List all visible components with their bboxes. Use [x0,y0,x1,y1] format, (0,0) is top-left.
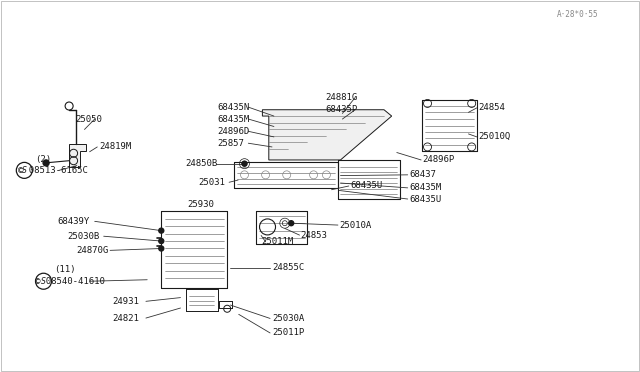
Text: (11): (11) [54,265,76,274]
Circle shape [289,221,294,226]
Text: A·28*0·55: A·28*0·55 [557,10,598,19]
Text: 25857: 25857 [218,139,244,148]
Circle shape [159,238,164,244]
Text: 25011M: 25011M [261,237,293,246]
Text: S: S [22,166,27,175]
Text: 24855C: 24855C [272,263,304,272]
Text: © 08513-6165C: © 08513-6165C [18,166,88,175]
Text: 24896D: 24896D [218,127,250,136]
Text: 68435U: 68435U [410,195,442,203]
Text: 25030A: 25030A [272,314,304,323]
Text: 68437: 68437 [410,170,436,179]
Text: 25930: 25930 [188,200,214,209]
Text: 24931: 24931 [112,297,139,306]
Text: 24854: 24854 [479,103,506,112]
Polygon shape [262,110,392,160]
Text: 24896P: 24896P [422,155,454,164]
Text: 24850B: 24850B [186,159,218,168]
Text: 25030B: 25030B [67,232,99,241]
Polygon shape [69,144,86,167]
Text: 68435N: 68435N [218,103,250,112]
Text: 24881G: 24881G [325,93,357,102]
Circle shape [159,228,164,233]
Text: 25011P: 25011P [272,328,304,337]
Text: 25010Q: 25010Q [479,132,511,141]
Text: (2): (2) [35,155,51,164]
Circle shape [43,160,49,166]
Text: 68439Y: 68439Y [58,217,90,226]
Circle shape [242,161,247,166]
Text: 68435U: 68435U [351,182,383,190]
Text: 25050: 25050 [76,115,102,124]
Text: 68435M: 68435M [218,115,250,124]
Text: 24870G: 24870G [77,246,109,255]
Text: 24853: 24853 [301,231,328,240]
Text: 68435P: 68435P [325,105,357,114]
Text: 24821: 24821 [112,314,139,323]
Text: 25010A: 25010A [339,221,371,230]
Text: 68435M: 68435M [410,183,442,192]
Text: © 08540-41610: © 08540-41610 [35,277,105,286]
Text: S: S [41,277,46,286]
Circle shape [159,246,164,251]
Text: 24819M: 24819M [99,142,131,151]
Text: 25031: 25031 [198,178,225,187]
